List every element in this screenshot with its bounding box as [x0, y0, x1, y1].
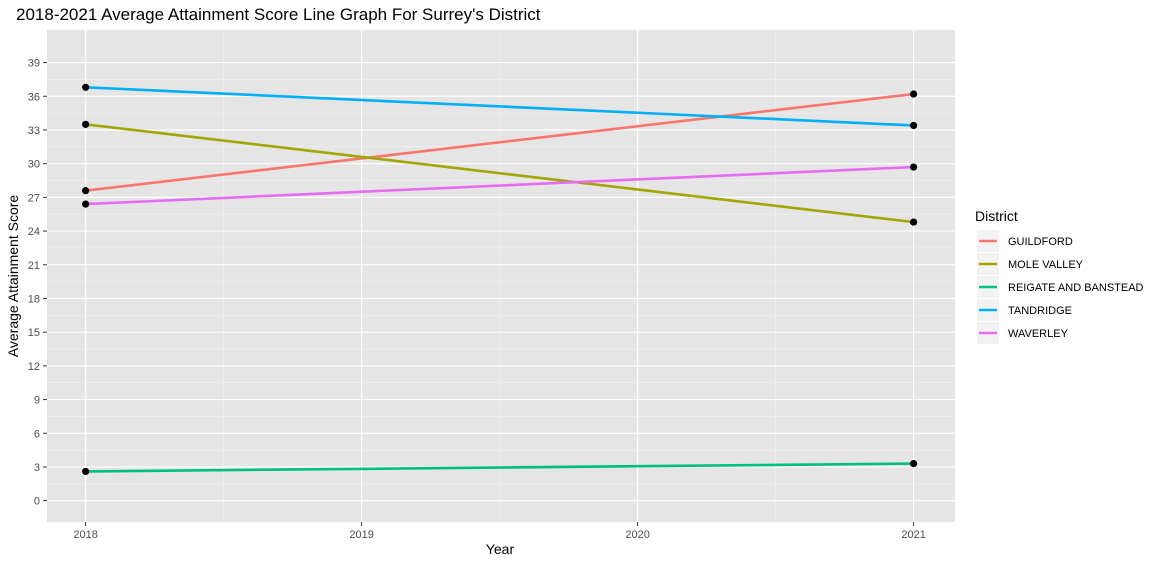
legend-label: REIGATE AND BANSTEAD [1008, 282, 1144, 294]
x-axis-title: Year [486, 541, 515, 557]
y-axis-title: Average Attainment Score [5, 195, 21, 358]
x-tick-label: 2019 [349, 529, 373, 541]
y-tick-label: 0 [34, 496, 40, 508]
series-lines [85, 85, 914, 473]
y-tick-label: 33 [28, 125, 40, 137]
legend-title: District [975, 208, 1018, 224]
data-point-reigate-and-banstead [82, 467, 90, 476]
y-tick-label: 3 [34, 462, 40, 474]
x-tick-label: 2021 [901, 529, 925, 541]
y-tick-label: 9 [34, 395, 40, 407]
major-gridlines [47, 30, 955, 522]
series-line-tandridge [85, 85, 914, 127]
legend-label: WAVERLEY [1008, 328, 1069, 340]
y-tick-label: 39 [28, 58, 40, 70]
legend-label: TANDRIDGE [1008, 305, 1072, 317]
y-tick-label: 30 [28, 159, 40, 171]
data-point-waverley [82, 200, 90, 208]
x-axis: 2018 2019 2020 2021 [73, 522, 926, 541]
data-point-mole-valley [82, 120, 90, 128]
chart-title: 2018-2021 Average Attainment Score Line … [16, 5, 541, 24]
y-tick-label: 27 [28, 192, 40, 204]
y-tick-label: 18 [28, 293, 40, 305]
data-point-guildford [910, 90, 918, 98]
legend-label: GUILDFORD [1008, 236, 1073, 248]
minor-gridlines [47, 30, 955, 522]
y-tick-label: 15 [28, 327, 40, 339]
series-line-guildford [85, 92, 914, 192]
data-point-guildford [82, 187, 90, 195]
legend: District GUILDFORD MOLE VALLEY REIGATE AND… [975, 208, 1144, 344]
y-tick-label: 21 [28, 260, 40, 272]
series-line-mole-valley [85, 123, 914, 224]
data-point-waverley [910, 163, 918, 171]
series-points [82, 83, 918, 476]
data-point-tandridge [910, 121, 918, 130]
legend-label: MOLE VALLEY [1008, 259, 1084, 271]
data-point-mole-valley [910, 218, 918, 226]
plot-panel [47, 30, 955, 522]
y-tick-label: 36 [28, 91, 40, 103]
y-tick-label: 24 [28, 226, 40, 238]
data-point-tandridge [82, 83, 90, 91]
x-tick-label: 2018 [73, 529, 97, 541]
series-line-waverley [85, 165, 914, 206]
y-tick-label: 6 [34, 428, 40, 440]
x-tick-label: 2020 [625, 529, 649, 541]
data-point-reigate-and-banstead [910, 459, 918, 468]
y-tick-label: 12 [28, 361, 40, 373]
series-line-reigate-and-banstead [85, 462, 914, 473]
